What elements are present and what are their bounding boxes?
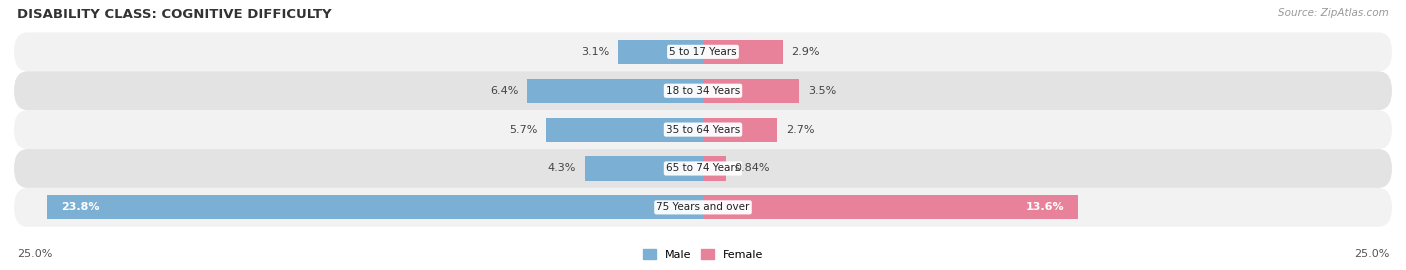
Text: 25.0%: 25.0% [17, 249, 52, 259]
Bar [527, 79, 703, 103]
Text: 5 to 17 Years: 5 to 17 Years [669, 47, 737, 57]
Bar [703, 195, 1078, 220]
Bar [585, 156, 703, 181]
Text: 3.1%: 3.1% [581, 47, 609, 57]
Text: 18 to 34 Years: 18 to 34 Years [666, 86, 740, 96]
Text: 0.84%: 0.84% [734, 163, 770, 174]
Bar [703, 156, 725, 181]
FancyBboxPatch shape [14, 71, 1392, 110]
Text: 35 to 64 Years: 35 to 64 Years [666, 124, 740, 135]
FancyBboxPatch shape [14, 188, 1392, 227]
Bar [617, 40, 703, 64]
Text: 5.7%: 5.7% [509, 124, 537, 135]
Text: 2.7%: 2.7% [786, 124, 814, 135]
FancyBboxPatch shape [14, 32, 1392, 71]
Text: 75 Years and over: 75 Years and over [657, 202, 749, 212]
Text: 2.9%: 2.9% [792, 47, 820, 57]
Bar [703, 40, 783, 64]
Text: 13.6%: 13.6% [1025, 202, 1064, 212]
FancyBboxPatch shape [14, 110, 1392, 149]
Text: Source: ZipAtlas.com: Source: ZipAtlas.com [1278, 8, 1389, 18]
Legend: Male, Female: Male, Female [641, 247, 765, 262]
Bar [546, 117, 703, 142]
FancyBboxPatch shape [14, 149, 1392, 188]
Bar [703, 117, 778, 142]
Text: 23.8%: 23.8% [60, 202, 100, 212]
Text: 25.0%: 25.0% [1354, 249, 1389, 259]
Text: 4.3%: 4.3% [548, 163, 576, 174]
Bar [703, 79, 800, 103]
Text: 6.4%: 6.4% [489, 86, 519, 96]
Text: 65 to 74 Years: 65 to 74 Years [666, 163, 740, 174]
Text: DISABILITY CLASS: COGNITIVE DIFFICULTY: DISABILITY CLASS: COGNITIVE DIFFICULTY [17, 8, 332, 21]
Text: 3.5%: 3.5% [807, 86, 837, 96]
Bar [48, 195, 703, 220]
